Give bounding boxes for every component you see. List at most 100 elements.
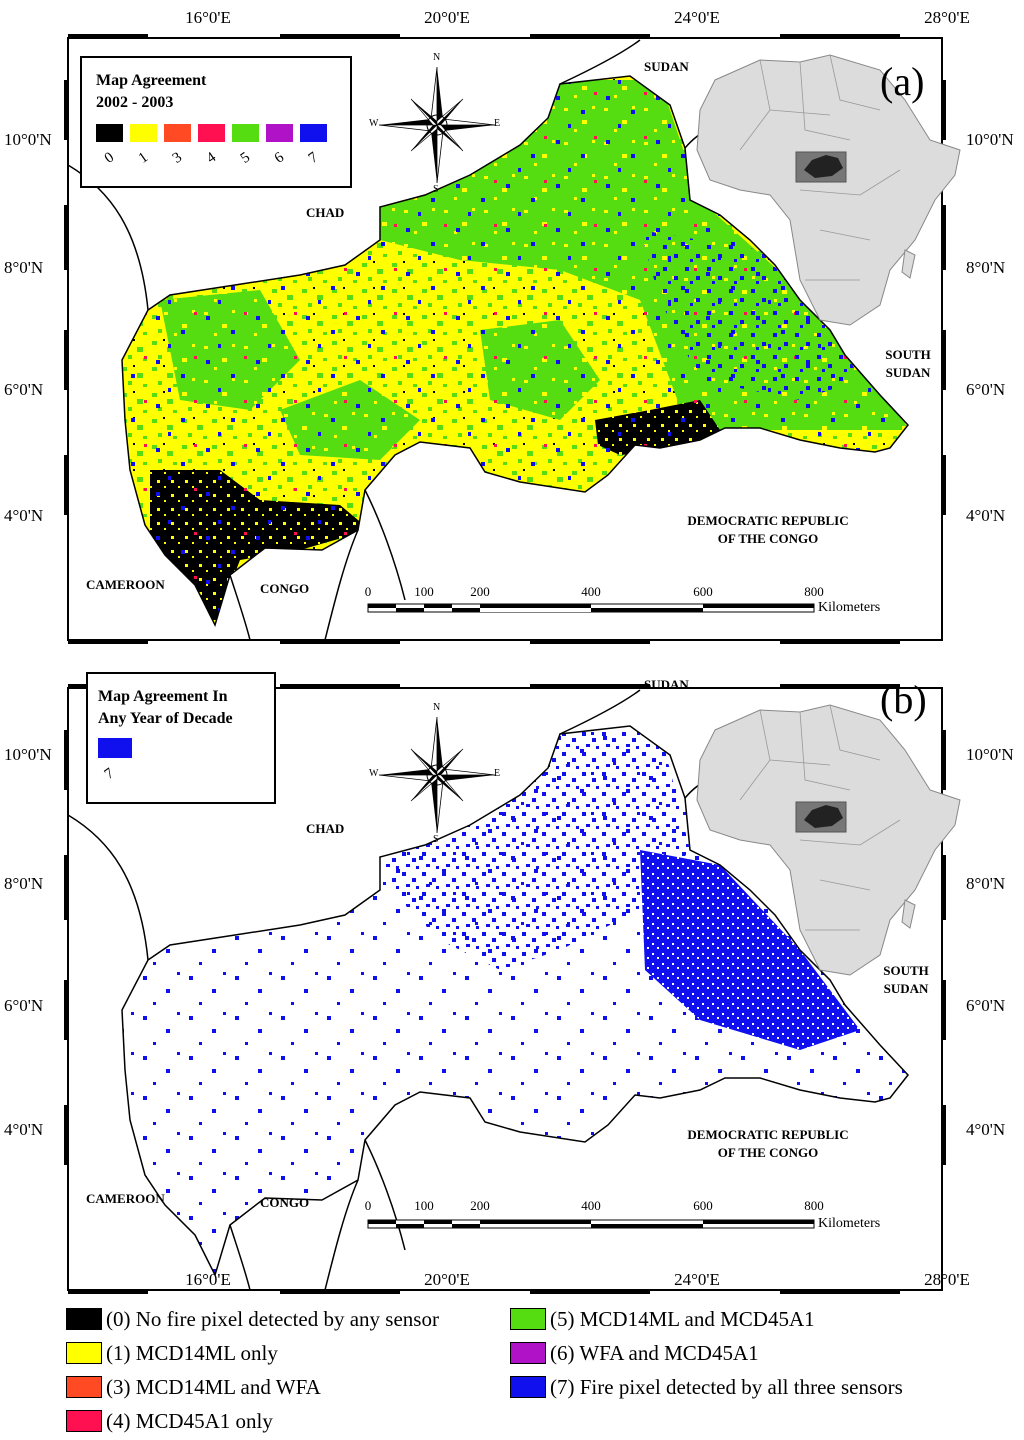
scale-unit: Kilometers xyxy=(818,1216,881,1231)
legend-swatch-3 xyxy=(66,1376,102,1398)
legend-item-7: (7) Fire pixel detected by all three sen… xyxy=(510,1372,903,1402)
legend-item-5: (5) MCD14ML and MCD45A1 xyxy=(510,1304,815,1334)
lat-label-right: 10°0'N xyxy=(966,745,1014,764)
legend-swatch-6 xyxy=(510,1342,546,1364)
compass-north: N xyxy=(433,702,441,713)
compass-south: S xyxy=(433,184,439,195)
legend-swatch-4 xyxy=(66,1410,102,1432)
scale-tick: 0 xyxy=(364,1198,372,1213)
legend-title-b: Map Agreement In xyxy=(98,688,228,705)
country-label-drc: DEMOCRATIC REPUBLIC OF THE CONGO xyxy=(687,1127,849,1160)
legend-subtitle-b: Any Year of Decade xyxy=(98,710,233,727)
scale-tick: 600 xyxy=(693,584,713,599)
legend-swatch-5 xyxy=(510,1308,546,1330)
scale-unit: Kilometers xyxy=(818,600,881,615)
lat-label-right: 4°0'N xyxy=(966,1120,1006,1139)
legend-swatch-7 xyxy=(300,124,327,142)
lat-label-right: 8°0'N xyxy=(966,874,1006,893)
country-label-cameroon: CAMEROON xyxy=(86,577,165,592)
legend-label: (1) MCD14ML only xyxy=(106,1340,278,1365)
compass-rose-b xyxy=(378,716,496,834)
africa-inset-a xyxy=(696,54,961,326)
africa-inset-b xyxy=(696,704,961,976)
lon-label-bottom: 16°0'E xyxy=(185,1270,231,1289)
lat-label-left: 8°0'N xyxy=(4,258,44,277)
legend-label: (4) MCD45A1 only xyxy=(106,1408,273,1433)
lon-label-top: 28°0'E xyxy=(924,8,970,27)
legend-item-3: (3) MCD14ML and WFA xyxy=(66,1372,321,1402)
legend-swatch-4 xyxy=(198,124,225,142)
country-label-south-sudan: SOUTH SUDAN xyxy=(883,963,929,996)
legend-swatch-1 xyxy=(66,1342,102,1364)
compass-east: E xyxy=(494,768,501,779)
compass-east: E xyxy=(494,118,501,129)
legend-swatch-7 xyxy=(98,738,132,758)
country-label-congo: CONGO xyxy=(260,581,310,596)
country-label-congo: CONGO xyxy=(260,1195,310,1210)
map-panel-a: 16°0'E 20°0'E 24°0'E 28°0'E 10°0'N 8°0'N… xyxy=(0,0,1024,648)
scale-bar-a xyxy=(367,603,815,613)
lon-label-top: 20°0'E xyxy=(424,8,470,27)
scale-tick: 200 xyxy=(470,584,490,599)
legend-label: (0) No fire pixel detected by any sensor xyxy=(106,1306,439,1331)
country-label-chad: CHAD xyxy=(306,821,345,836)
legend-item-6: (6) WFA and MCD45A1 xyxy=(510,1338,759,1368)
legend-swatch-0 xyxy=(96,124,123,142)
car-outline-b xyxy=(121,725,909,1278)
legend-subtitle-a: 2002 - 2003 xyxy=(96,94,174,111)
panel-label-b: (b) xyxy=(880,677,927,722)
lat-label-left: 4°0'N xyxy=(4,1120,44,1139)
lon-label-bottom: 24°0'E xyxy=(674,1270,720,1289)
lon-label-top: 16°0'E xyxy=(185,8,231,27)
compass-west: W xyxy=(369,118,379,129)
legend-item-0: (0) No fire pixel detected by any sensor xyxy=(66,1304,439,1334)
scale-tick: 400 xyxy=(581,584,601,599)
legend-swatch-7 xyxy=(510,1376,546,1398)
country-label-drc: DEMOCRATIC REPUBLIC OF THE CONGO xyxy=(687,513,849,546)
compass-west: W xyxy=(369,768,379,779)
lat-label-left: 10°0'N xyxy=(4,745,52,764)
panel-label-a: (a) xyxy=(880,59,925,104)
country-label-sudan: SUDAN xyxy=(644,59,689,74)
lat-label-right: 10°0'N xyxy=(966,130,1014,149)
lon-label-top: 24°0'E xyxy=(674,8,720,27)
legend-swatch-1 xyxy=(130,124,157,142)
lat-label-right: 8°0'N xyxy=(966,258,1006,277)
lat-label-left: 4°0'N xyxy=(4,506,44,525)
compass-south: S xyxy=(433,834,439,845)
scale-bar-b xyxy=(367,1219,815,1229)
scale-tick: 200 xyxy=(470,1198,490,1213)
lat-label-right: 4°0'N xyxy=(966,506,1006,525)
map-legend-a xyxy=(80,56,352,188)
legend-swatch-5 xyxy=(232,124,259,142)
legend-label: (6) WFA and MCD45A1 xyxy=(550,1340,759,1365)
country-label-sudan: SUDAN xyxy=(644,677,689,692)
scale-tick: 600 xyxy=(693,1198,713,1213)
lat-label-left: 6°0'N xyxy=(4,996,44,1015)
country-label-cameroon: CAMEROON xyxy=(86,1191,165,1206)
legend-label: (3) MCD14ML and WFA xyxy=(106,1374,321,1399)
scale-tick: 0 xyxy=(364,584,372,599)
lat-label-right: 6°0'N xyxy=(966,380,1006,399)
scale-tick: 100 xyxy=(414,1198,434,1213)
color-legend: (0) No fire pixel detected by any sensor… xyxy=(0,1300,1024,1440)
lat-label-left: 6°0'N xyxy=(4,380,44,399)
legend-label: (7) Fire pixel detected by all three sen… xyxy=(550,1374,903,1399)
country-label-chad: CHAD xyxy=(306,205,345,220)
car-outline-a xyxy=(121,75,909,628)
scale-tick: 100 xyxy=(414,584,434,599)
map-panel-b: 10°0'N 8°0'N 6°0'N 4°0'N 10°0'N 8°0'N 6°… xyxy=(0,650,1024,1300)
lat-label-left: 8°0'N xyxy=(4,874,44,893)
legend-swatch-0 xyxy=(66,1308,102,1330)
lat-label-left: 10°0'N xyxy=(4,130,52,149)
legend-swatch-6 xyxy=(266,124,293,142)
map-frame-b xyxy=(64,684,961,1294)
frame-ticks-a xyxy=(64,34,946,644)
legend-item-1: (1) MCD14ML only xyxy=(66,1338,278,1368)
legend-item-4: (4) MCD45A1 only xyxy=(66,1406,273,1436)
legend-title-a: Map Agreement xyxy=(96,72,207,89)
scale-tick: 400 xyxy=(581,1198,601,1213)
frame-ticks-b xyxy=(64,684,946,1294)
legend-label: (5) MCD14ML and MCD45A1 xyxy=(550,1306,815,1331)
country-label-south-sudan: SOUTH SUDAN xyxy=(885,347,931,380)
